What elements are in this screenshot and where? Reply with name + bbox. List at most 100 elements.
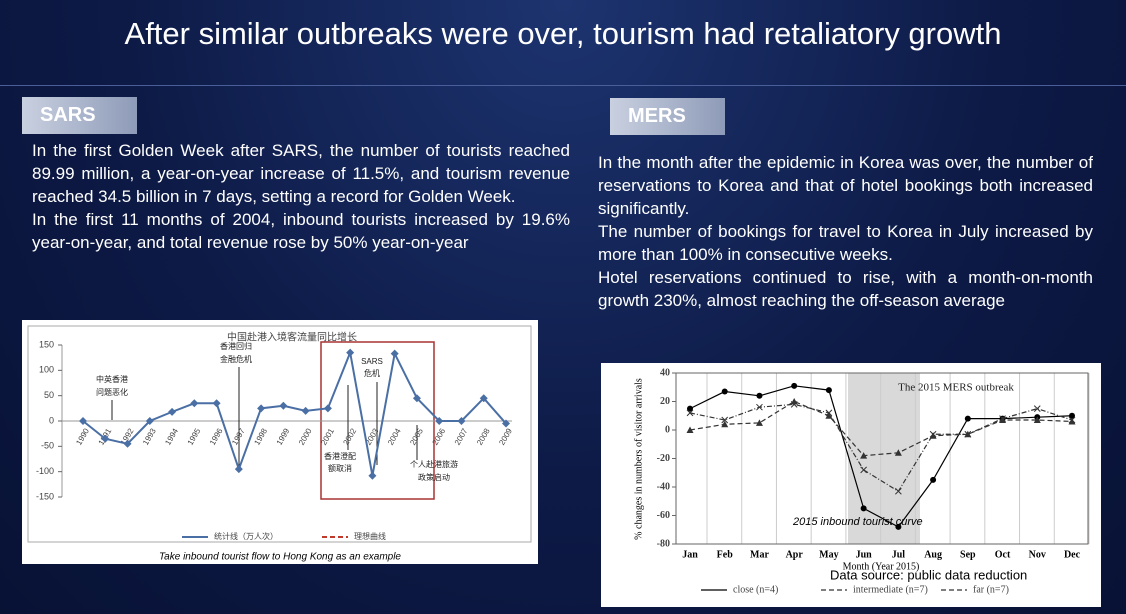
annotation: 危机 [364,368,380,378]
point [412,394,421,403]
point [756,403,763,411]
x-tick-label: 2009 [497,426,514,446]
point [930,476,937,483]
point [168,407,177,416]
paragraph: Hotel reservations continued to rise, wi… [598,268,1093,310]
point [721,420,729,428]
point [791,382,798,389]
point [756,392,763,399]
y-tick-label: -100 [36,466,54,476]
x-tick-label: 1997 [230,426,247,446]
point [1033,405,1041,412]
y-tick-label: -150 [36,491,54,501]
plot-frame [27,325,532,543]
point [457,417,466,425]
x-tick-label: May [819,549,838,560]
x-tick-label: Jun [856,549,873,560]
point [234,465,243,474]
point [790,398,798,405]
point [860,452,868,459]
x-tick-label: 2008 [475,426,492,446]
chart: The 2015 MERS outbreak % changes in numbe… [601,363,1101,607]
point [999,416,1007,424]
y-tick-label: -60 [657,510,670,521]
x-tick-label: 1994 [163,426,180,446]
point [1068,417,1076,425]
point [279,401,288,410]
annotation: 政策启动 [418,472,450,482]
point [1069,412,1075,419]
y-tick-label: -80 [657,538,670,549]
point [368,471,377,480]
point [686,409,694,417]
point [190,399,199,408]
divider [0,85,1126,86]
y-tick-label: -40 [657,481,670,492]
x-tick-label: Jul [892,549,906,560]
slide-title: After similar outbreaks were over, touri… [124,16,1002,51]
x-tick-label: 2001 [319,426,336,446]
point [687,405,693,412]
point [212,399,221,408]
y-tick-label: -20 [657,453,670,464]
chart-title: 中国赴港入境客流量同比增长 [227,331,357,344]
series-line [82,348,507,476]
point [825,412,833,419]
annotation: 香港回归 [220,341,252,351]
point [323,404,332,413]
annotation: 香港澄配 [324,451,356,461]
point [1033,416,1041,424]
point [686,426,694,433]
point [390,349,399,358]
point [895,487,902,495]
x-tick-label: Oct [995,549,1011,560]
legend-label: far (n=7) [973,584,1009,595]
legend-label: 理想曲线 [354,531,386,541]
x-tick-label: Aug [924,549,942,560]
point [101,434,110,443]
y-tick-label: 0 [665,424,670,435]
x-tick-label: 1995 [186,426,203,446]
point [145,417,154,425]
point [964,430,972,438]
annotation: 额取消 [328,463,352,473]
series-line [689,385,1073,528]
x-tick-label: 1990 [74,426,91,446]
point [755,419,763,426]
point [929,432,937,439]
point [479,394,488,403]
x-tick-label: 1998 [252,426,269,446]
point [894,449,902,456]
legend-label: 统计线（万人次） [214,531,278,541]
paragraph: In the month after the epidemic in Korea… [598,153,1093,218]
x-tick-label: 2002 [341,426,358,446]
point [123,439,132,448]
point [895,523,902,530]
y-tick-label: 0 [49,415,54,425]
y-tick-label: -50 [41,441,54,451]
x-tick-label: Apr [786,549,804,560]
legend-label: intermediate (n=7) [853,584,928,595]
annotation: 中英香港 [96,374,128,384]
y-tick-label: 40 [660,367,670,378]
y-tick-label: 150 [39,339,54,349]
x-tick-label: Feb [717,549,734,560]
annotation: 个人赴港旅游 [410,459,458,469]
x-tick-label: Jan [682,549,698,560]
point [825,387,832,394]
x-tick-label: 2005 [408,426,425,446]
x-tick-label: 2007 [453,426,470,446]
chart-title: The 2015 MERS outbreak [898,382,1014,394]
x-tick-label: 1999 [275,426,292,446]
source-note: Data source: public data reduction [830,567,1027,582]
caption: 2015 inbound tourist curve [792,516,923,528]
point [435,417,444,425]
caption: Take inbound tourist flow to Hong Kong a… [159,552,401,563]
x-tick-label: Mar [750,549,769,560]
outbreak-shade [848,373,920,544]
paragraph: In the first 11 months of 2004, inbound … [32,210,570,252]
point [502,419,510,428]
point [721,416,729,424]
x-tick-label: Nov [1029,549,1046,560]
